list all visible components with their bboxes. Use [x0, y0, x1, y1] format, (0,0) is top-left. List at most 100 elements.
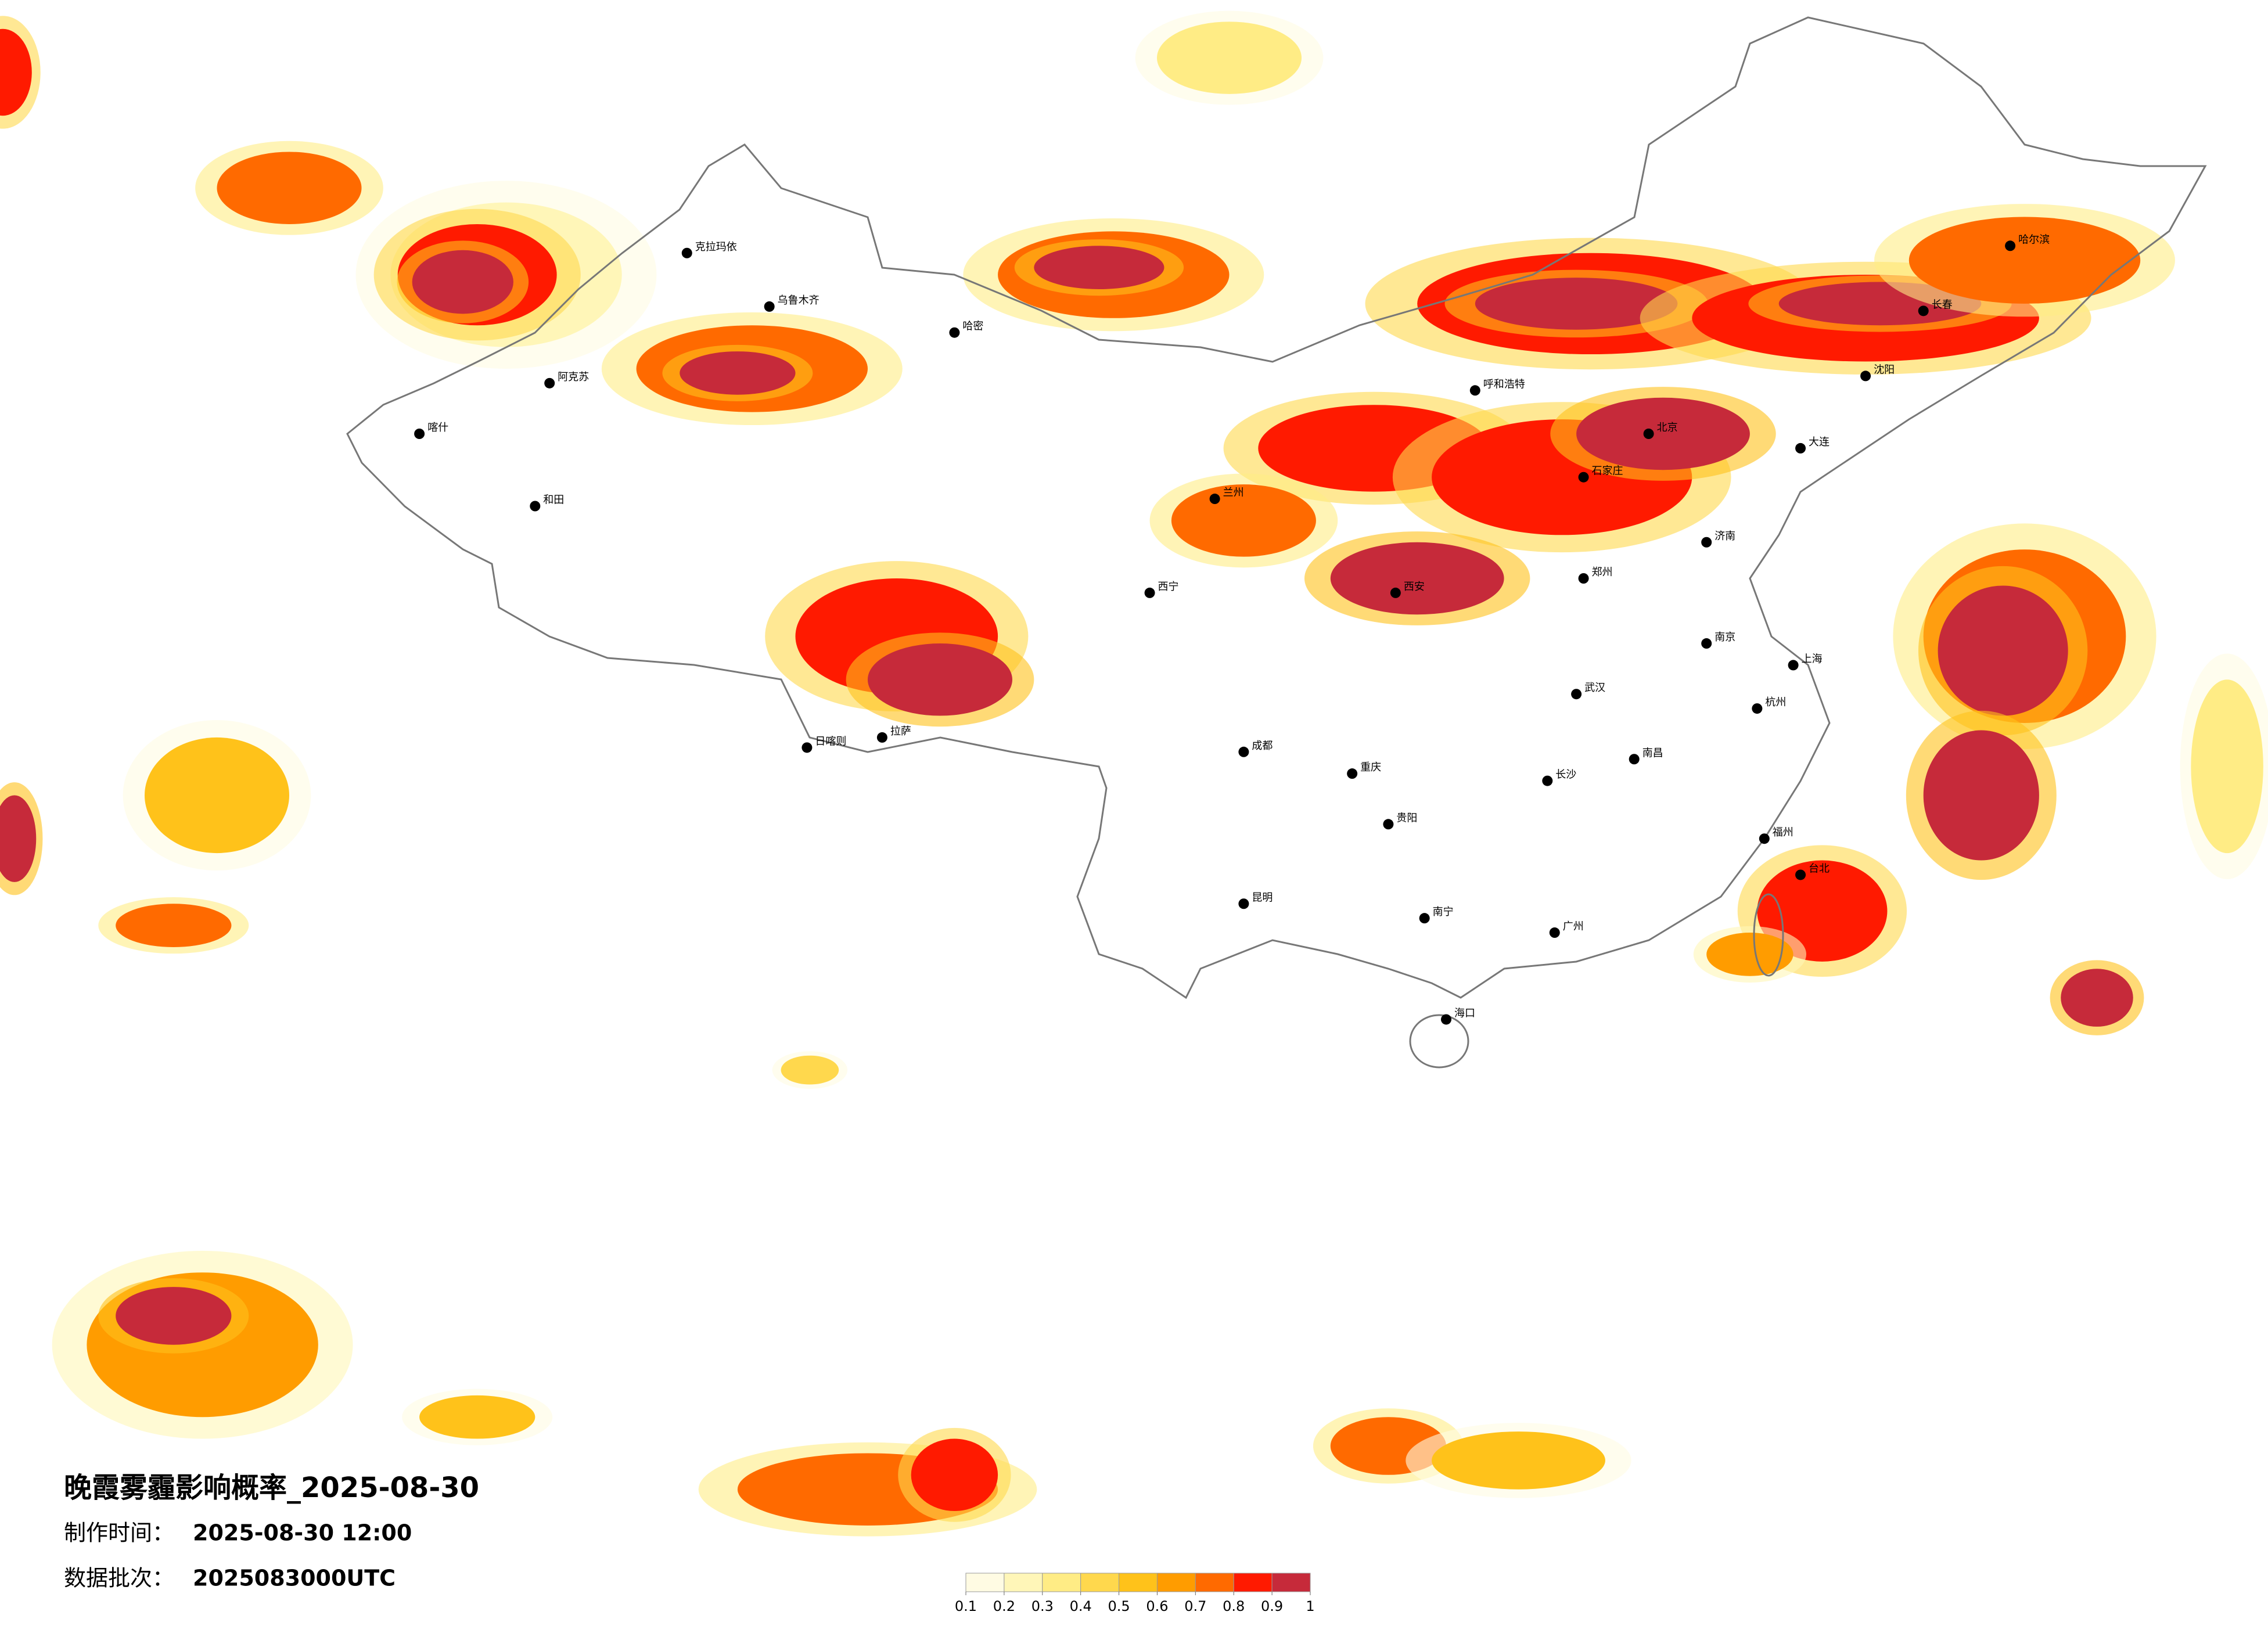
colorbar-box — [1119, 1573, 1158, 1592]
haze-patch — [412, 250, 513, 314]
city-dot — [1469, 385, 1480, 396]
city-dot — [1144, 587, 1155, 598]
city-label: 西安 — [1404, 581, 1425, 593]
haze-patch — [0, 795, 37, 882]
haze-patch — [116, 1287, 232, 1345]
made-label: 制作时间： — [64, 1520, 174, 1546]
city-dot — [1238, 898, 1249, 909]
city-dot — [1643, 429, 1654, 439]
colorbar-box — [1271, 1573, 1311, 1592]
colorbar-box — [1195, 1573, 1234, 1592]
haze-patch — [1171, 484, 1316, 557]
city-dot — [1571, 689, 1582, 700]
haze-patch — [1034, 246, 1164, 289]
colorbar-box — [1004, 1573, 1043, 1592]
city-label: 北京 — [1657, 422, 1678, 434]
city-dot — [1701, 638, 1712, 649]
city-dot — [1788, 660, 1799, 671]
haze-patch — [1706, 933, 1793, 976]
city-dot — [764, 301, 775, 312]
haze-patch — [145, 737, 289, 854]
city-label: 海口 — [1454, 1007, 1475, 1019]
city-dot — [1918, 305, 1929, 316]
city-label: 福州 — [1773, 826, 1793, 839]
city-dot — [876, 732, 887, 743]
haze-patch — [1938, 585, 2068, 716]
haze-patch — [1432, 1431, 1605, 1490]
city-label: 成都 — [1252, 740, 1273, 752]
city-dot — [1549, 927, 1560, 938]
city-dot — [1795, 443, 1806, 454]
city-dot — [1578, 573, 1589, 584]
haze-patch — [868, 643, 1012, 716]
city-label: 杭州 — [1765, 696, 1786, 708]
colorbar-tick-label: 0.5 — [1108, 1598, 1130, 1614]
city-dot — [1860, 370, 1871, 382]
city-label: 南昌 — [1642, 747, 1663, 759]
city-label: 沈阳 — [1874, 364, 1895, 376]
city-dot — [681, 247, 692, 258]
haze-patch — [2191, 679, 2263, 854]
city-label: 台北 — [1809, 862, 1830, 875]
city-dot — [1759, 833, 1770, 844]
city-dot — [544, 377, 555, 388]
city-label: 广州 — [1563, 920, 1584, 933]
city-dot — [1209, 494, 1220, 505]
city-label: 和田 — [543, 494, 564, 506]
taiwan-outline — [1753, 893, 1784, 977]
city-label: 兰州 — [1223, 487, 1244, 499]
haze-patch — [217, 152, 362, 224]
city-label: 拉萨 — [890, 725, 911, 738]
made-time: 2025-08-30 12:00 — [193, 1520, 412, 1546]
colorbar-tick-label: 0.7 — [1184, 1598, 1206, 1614]
city-dot — [1795, 869, 1806, 880]
city-dot — [1701, 537, 1712, 548]
batch: 2025083000UTC — [193, 1566, 396, 1591]
colorbar-tick-label: 0.6 — [1146, 1598, 1168, 1614]
city-label: 哈尔滨 — [2018, 233, 2050, 246]
haze-patch — [1908, 217, 2141, 304]
city-label: 乌鲁木齐 — [778, 294, 820, 307]
city-label: 西宁 — [1158, 581, 1179, 593]
city-dot — [1629, 754, 1640, 765]
haze-patch — [1330, 542, 1504, 615]
city-label: 南京 — [1715, 631, 1735, 643]
haze-patch — [911, 1438, 998, 1512]
haze-patch — [419, 1395, 535, 1439]
hainan-outline — [1409, 1014, 1469, 1069]
city-dot — [1419, 913, 1430, 924]
haze-field — [0, 10, 2268, 1537]
batch-label: 数据批次： — [64, 1566, 174, 1591]
city-label: 喀什 — [427, 422, 448, 434]
city-label: 呼和浩特 — [1483, 378, 1525, 390]
colorbar-tick-label: 0.3 — [1031, 1598, 1054, 1614]
haze-patch — [116, 904, 232, 947]
city-label: 南宁 — [1433, 906, 1454, 918]
haze-patch — [1923, 730, 2039, 861]
city-dot — [1752, 703, 1763, 714]
city-label: 大连 — [1809, 436, 1830, 448]
city-label: 郑州 — [1592, 566, 1613, 578]
city-label: 贵阳 — [1396, 812, 1417, 824]
colorbar: 0.1 0.2 0.3 0.4 0.5 0.6 0.7 0.8 0.9 1 — [955, 1573, 1315, 1614]
haze-patch — [1157, 21, 1302, 94]
city-label: 长春 — [1932, 298, 1953, 311]
city-dot — [1542, 775, 1553, 786]
city-dot — [1383, 819, 1394, 830]
haze-patch — [2061, 969, 2133, 1027]
country-outline — [346, 16, 2207, 999]
city-label: 长沙 — [1555, 769, 1576, 781]
city-dot — [1441, 1014, 1451, 1025]
city-dot — [530, 501, 541, 512]
haze-patch — [781, 1055, 839, 1085]
city-label: 上海 — [1802, 653, 1823, 665]
colorbar-tick-label: 0.1 — [955, 1598, 977, 1614]
city-label: 济南 — [1715, 530, 1735, 542]
city-dot — [949, 327, 960, 338]
colorbar-box — [1156, 1573, 1196, 1592]
haze-patch — [1576, 397, 1750, 470]
haze-patch — [1475, 278, 1678, 330]
city-label: 武汉 — [1584, 682, 1605, 694]
city-dot — [1578, 472, 1589, 483]
